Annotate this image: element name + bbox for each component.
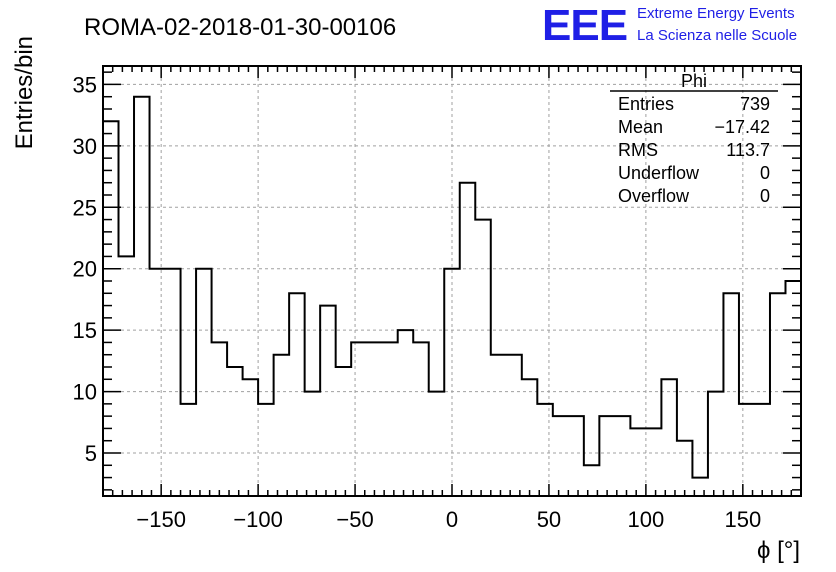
stats-entries-label: Entries — [618, 94, 674, 114]
stats-mean-value: −17.42 — [714, 117, 770, 137]
grid-lines — [103, 66, 801, 496]
stats-underflow-value: 0 — [760, 163, 770, 183]
stats-rms-value: 113.7 — [726, 140, 770, 160]
stats-box: Phi Entries 739 Mean −17.42 RMS 113.7 Un… — [610, 71, 778, 206]
eee-logo-line2: La Scienza nelle Scuole — [637, 27, 797, 44]
x-axis-label: ϕ [°] — [757, 537, 800, 564]
eee-logo-mark: EEE — [542, 1, 627, 50]
x-tick-label: 100 — [628, 507, 665, 532]
stats-rms-label: RMS — [618, 140, 658, 160]
y-tick-label: 10 — [73, 380, 97, 405]
y-tick-label: 35 — [73, 72, 97, 97]
x-tick-labels: −150 −100 −50 0 50 100 150 — [136, 507, 761, 532]
x-tick-label: −150 — [136, 507, 186, 532]
stats-overflow-value: 0 — [760, 186, 770, 206]
y-tick-label: 20 — [73, 257, 97, 282]
y-axis-label: Entries/bin — [11, 36, 38, 149]
chart-title: ROMA-02-2018-01-30-00106 — [84, 14, 396, 41]
plot-frame — [102, 65, 802, 497]
x-tick-label: 150 — [724, 507, 761, 532]
x-tick-label: 0 — [446, 507, 458, 532]
x-tick-label: 50 — [537, 507, 561, 532]
stats-mean-label: Mean — [618, 117, 663, 137]
y-tick-labels: 5 10 15 20 25 30 35 — [73, 72, 97, 466]
y-tick-label: 15 — [73, 318, 97, 343]
eee-logo: EEE Extreme Energy Events La Scienza nel… — [542, 1, 797, 50]
stats-underflow-label: Underflow — [618, 163, 700, 183]
stats-overflow-label: Overflow — [618, 186, 690, 206]
axis-ticks — [103, 66, 801, 496]
stats-entries-value: 739 — [740, 94, 770, 114]
y-tick-label: 30 — [73, 134, 97, 159]
eee-logo-line1: Extreme Energy Events — [637, 5, 795, 22]
stats-box-name: Phi — [681, 71, 707, 91]
histogram-line — [103, 95, 802, 479]
x-tick-label: −50 — [336, 507, 373, 532]
x-tick-label: −100 — [233, 507, 283, 532]
y-tick-label: 25 — [73, 195, 97, 220]
y-tick-label: 5 — [85, 441, 97, 466]
